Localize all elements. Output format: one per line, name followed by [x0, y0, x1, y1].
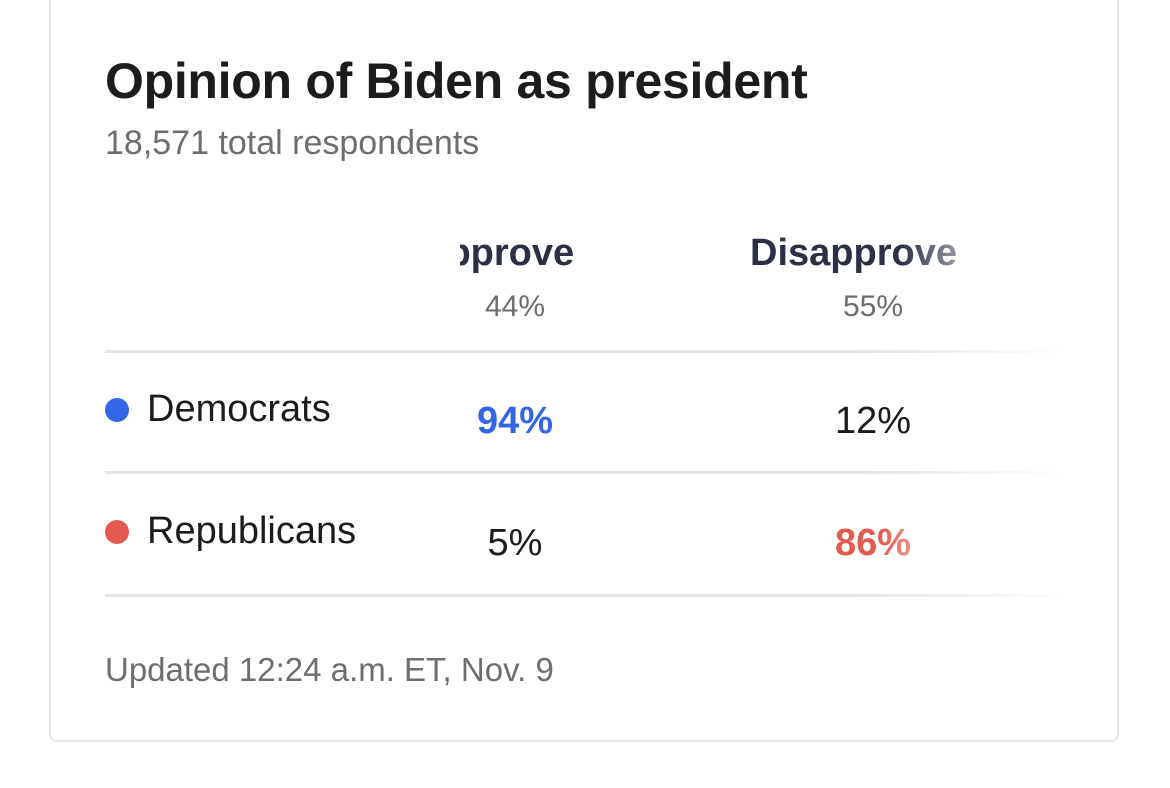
- column-total-approve: 44%: [484, 290, 546, 323]
- row-label-text: Democrats: [147, 388, 331, 430]
- card-title: Opinion of Biden as president: [105, 53, 808, 109]
- updated-timestamp: Updated 12:24 a.m. ET, Nov. 9: [105, 651, 554, 688]
- divider: [105, 471, 1068, 474]
- column-total-disapprove: 55%: [842, 290, 904, 323]
- column-header-approve: Approve: [460, 232, 575, 274]
- row-label-democrats: Democrats: [105, 388, 331, 431]
- democrats-dot-icon: [105, 397, 129, 422]
- cell-democrats-disapprove: 12%: [834, 400, 912, 442]
- cell-democrats-approve: 94%: [476, 400, 554, 442]
- row-label-republicans: Republicans: [105, 510, 356, 553]
- cell-republicans-disapprove: 86%: [834, 522, 912, 564]
- poll-card: [49, 0, 1119, 742]
- divider: [105, 594, 1068, 597]
- respondents-count: 18,571 total respondents: [105, 124, 480, 162]
- results-table: Approve Disapprove 44% 55% Democrats 94%…: [105, 0, 1068, 788]
- column-header-disapprove: Disapprove: [750, 232, 957, 274]
- row-label-text: Republicans: [147, 510, 357, 552]
- republicans-dot-icon: [105, 519, 129, 544]
- divider: [105, 350, 1068, 353]
- cell-republicans-approve: 5%: [487, 522, 543, 564]
